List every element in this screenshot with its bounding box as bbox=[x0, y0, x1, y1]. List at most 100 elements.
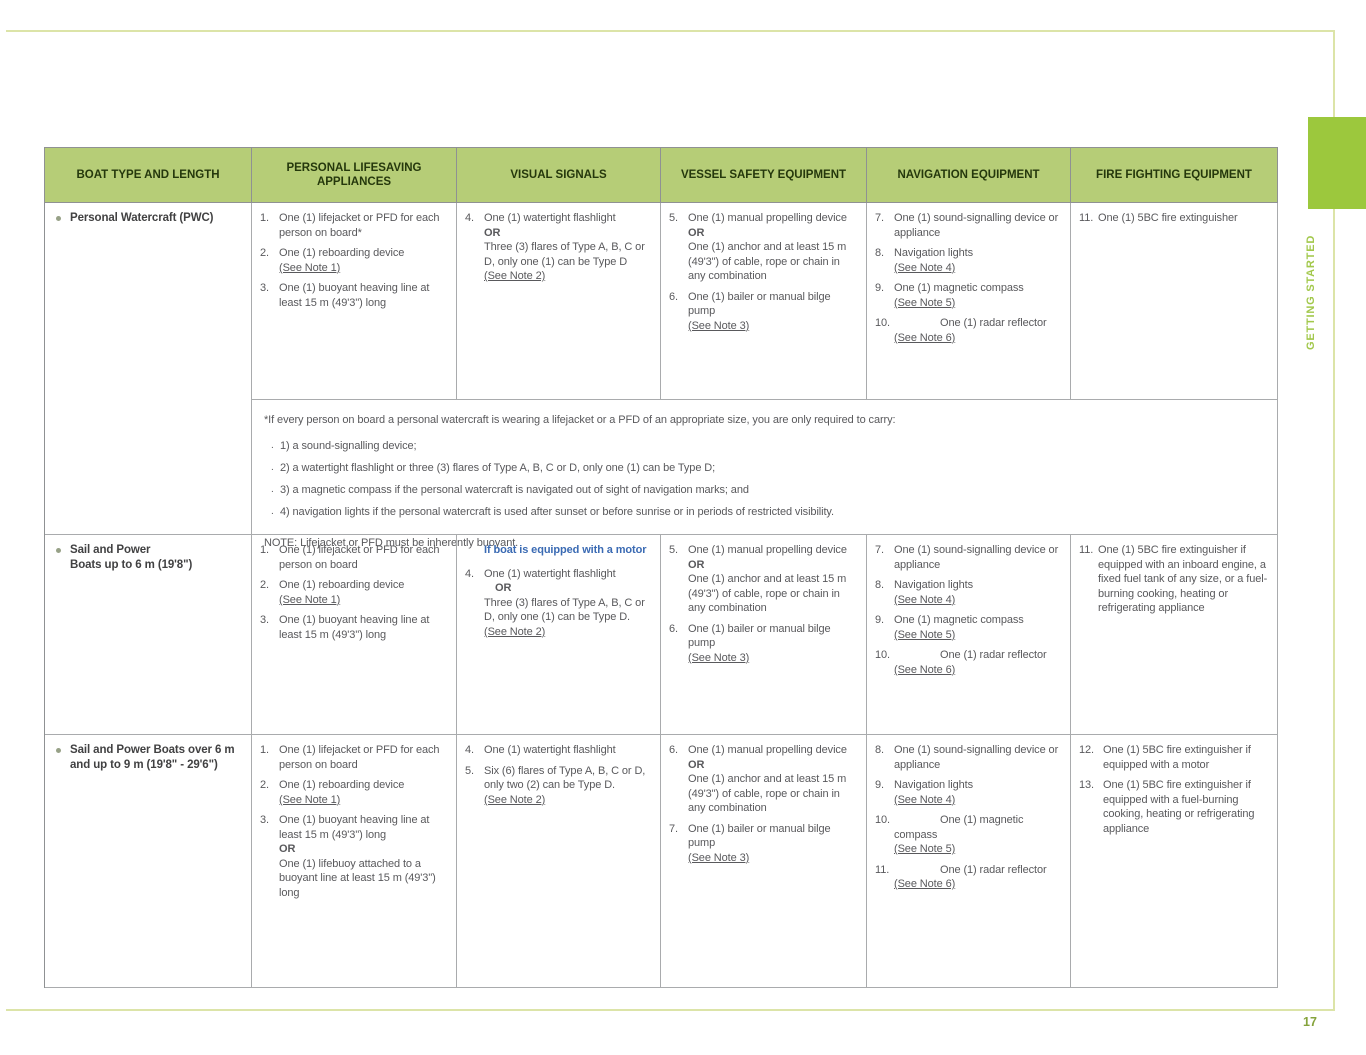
equipment-item: 6. One (1) bailer or manual bilge pump (Se… bbox=[669, 622, 860, 666]
text-line: One (1) bailer or manual bilge pump bbox=[688, 622, 831, 650]
bullet-icon bbox=[56, 748, 61, 753]
text-line: One (1) buoyant heaving line at least 15… bbox=[279, 614, 430, 641]
equipment-item: 2. One (1) reboarding device (See Note 1) bbox=[260, 778, 450, 807]
footnote-bullet-text: 3) a magnetic compass if the personal wa… bbox=[280, 484, 749, 496]
item-number: 7. bbox=[875, 212, 884, 224]
boat-type: Sail and Power Boats over 6 m and up to … bbox=[53, 743, 245, 773]
see-note-link[interactable]: (See Note 5) bbox=[894, 628, 956, 641]
column-header-fire-fighting: FIRE FIGHTING EQUIPMENT bbox=[1071, 148, 1278, 203]
item-number: 9. bbox=[875, 779, 884, 791]
footnote-bullet-marker: . bbox=[271, 462, 274, 473]
equipment-item: 7. One (1) bailer or manual bilge pump (Se… bbox=[669, 822, 860, 866]
text-line: One (1) 5BC fire extinguisher if equippe… bbox=[1103, 744, 1251, 771]
see-note-link[interactable]: (See Note 2) bbox=[484, 793, 546, 806]
see-note-link[interactable]: (See Note 1) bbox=[279, 793, 341, 806]
item-number: 8. bbox=[875, 247, 884, 259]
see-note-link[interactable]: (See Note 5) bbox=[894, 296, 956, 309]
equipment-item: 4. One (1) watertight flashlight OR Three (… bbox=[465, 211, 654, 284]
item-number: 10. bbox=[875, 814, 890, 826]
page-number: 17 bbox=[1303, 1015, 1317, 1029]
item-number: 12. bbox=[1079, 744, 1094, 756]
item-number: 1. bbox=[260, 544, 269, 556]
item-number bbox=[465, 543, 484, 561]
item-number: 5. bbox=[669, 212, 678, 224]
boat-type-label: Sail and Power Boats over 6 m and up to … bbox=[70, 744, 235, 771]
see-note-link[interactable]: (See Note 6) bbox=[894, 663, 956, 676]
text-line: OR bbox=[688, 558, 705, 571]
text-line: One (1) buoyant heaving line at least 15… bbox=[279, 282, 430, 309]
bullet-icon bbox=[56, 548, 61, 553]
footnote-bullet-text: 4) navigation lights if the personal wat… bbox=[280, 506, 834, 518]
item-number: 6. bbox=[669, 744, 678, 756]
footnote-bullet-marker: . bbox=[271, 484, 274, 495]
equipment-item: 4. One (1) watertight flashlight OR Three (… bbox=[465, 567, 654, 640]
item-number: 3. bbox=[260, 282, 269, 294]
bullet-icon bbox=[56, 216, 61, 221]
equipment-item: 10. One (1) radar reflector (See Note 6) bbox=[875, 316, 1064, 345]
item-number: 2. bbox=[260, 247, 269, 259]
see-note-link[interactable]: (See Note 4) bbox=[894, 593, 956, 606]
equipment-requirements-table: BOAT TYPE AND LENGTH PERSONAL LIFESAVING… bbox=[44, 147, 1278, 988]
equipment-item: 2. One (1) reboarding device (See Note 1) bbox=[260, 246, 450, 275]
see-note-link[interactable]: (See Note 6) bbox=[894, 878, 956, 890]
equipment-item: 5. Six (6) flares of Type A, B, C or D, o… bbox=[465, 764, 654, 808]
text-line: One (1) manual propelling device bbox=[688, 544, 847, 556]
text-line: Navigation lights bbox=[894, 779, 974, 791]
item-number: 8. bbox=[875, 579, 884, 591]
text-line: One (1) manual propelling device bbox=[688, 744, 847, 756]
item-number: 7. bbox=[875, 544, 884, 556]
see-note-link[interactable]: (See Note 2) bbox=[484, 270, 546, 282]
see-note-link[interactable]: (See Note 2) bbox=[484, 625, 546, 638]
see-note-link[interactable]: (See Note 1) bbox=[279, 261, 341, 274]
item-number: 5. bbox=[465, 764, 474, 777]
see-note-link[interactable]: (See Note 3) bbox=[688, 651, 750, 664]
see-note-link[interactable]: (See Note 5) bbox=[894, 843, 956, 855]
footnote-intro: *If every person on board a personal wat… bbox=[264, 414, 896, 426]
equipment-item: 9. Navigation lights (See Note 4) bbox=[875, 778, 1064, 807]
see-note-link[interactable]: (See Note 3) bbox=[688, 851, 750, 864]
footnote-bullet: . 2) a watertight flashlight or three (3)… bbox=[264, 457, 1265, 479]
footnote-bullet: . 1) a sound-signalling device; bbox=[264, 435, 1265, 457]
item-number: 6. bbox=[669, 290, 678, 303]
text-line: One (1) lifejacket or PFD for each perso… bbox=[279, 212, 440, 239]
item-number: 2. bbox=[260, 579, 269, 591]
equipment-item: 8. Navigation lights (See Note 4) bbox=[875, 246, 1064, 275]
see-note-link[interactable]: (See Note 1) bbox=[279, 593, 341, 606]
text-line: OR bbox=[279, 843, 296, 855]
see-note-link[interactable]: (See Note 4) bbox=[894, 793, 956, 806]
cell-pwc-lifesaving: 1. One (1) lifejacket or PFD for each per… bbox=[252, 203, 457, 400]
boat-type-label: Personal Watercraft (PWC) bbox=[70, 212, 214, 224]
item-number: 6. bbox=[669, 622, 678, 635]
text-line: One (1) radar reflector bbox=[940, 863, 1047, 876]
footnote-bullet-text: 2) a watertight flashlight or three (3) … bbox=[280, 462, 716, 474]
page-frame-top-line bbox=[6, 30, 1334, 32]
equipment-item: 10. One (1) magnetic compass (See Note 5) bbox=[875, 813, 1064, 857]
cell-pwc-vessel: 5. One (1) manual propelling device OR One … bbox=[661, 203, 867, 400]
text-line: One (1) anchor and at least 15 m (49'3")… bbox=[688, 241, 847, 282]
item-number: 4. bbox=[465, 567, 474, 580]
see-note-link[interactable]: (See Note 4) bbox=[894, 261, 956, 274]
item-number: 9. bbox=[875, 614, 884, 626]
item-number: 11. bbox=[1079, 544, 1094, 556]
column-header-boat-type: BOAT TYPE AND LENGTH bbox=[45, 148, 252, 203]
cell-sail9-visual: 4. One (1) watertight flashlight 5. Six (6)… bbox=[457, 735, 661, 988]
text-line: One (1) anchor and at least 15 m (49'3")… bbox=[688, 773, 847, 814]
text-line: One (1) sound-signalling device or appli… bbox=[894, 744, 1059, 771]
page-frame-bottom-line bbox=[6, 1009, 1334, 1011]
equipment-item: 13. One (1) 5BC fire extinguisher if equi… bbox=[1079, 778, 1271, 836]
see-note-link[interactable]: (See Note 6) bbox=[894, 331, 956, 344]
equipment-item: 1. One (1) lifejacket or PFD for each per… bbox=[260, 743, 450, 772]
equipment-item: 1. One (1) lifejacket or PFD for each per… bbox=[260, 543, 450, 572]
item-number: 10. bbox=[875, 317, 890, 329]
text-line: Three (3) flares of Type A, B, C or D, o… bbox=[484, 241, 645, 268]
item-number: 8. bbox=[875, 744, 884, 756]
item-number: 1. bbox=[260, 744, 269, 756]
cell-sail9-lifesaving: 1. One (1) lifejacket or PFD for each per… bbox=[252, 735, 457, 988]
item-number: 7. bbox=[669, 822, 678, 835]
footnote-bullet-text: 1) a sound-signalling device; bbox=[280, 440, 417, 452]
text-line: One (1) watertight flashlight bbox=[484, 212, 616, 224]
page-frame-right-line bbox=[1333, 30, 1335, 1011]
see-note-link[interactable]: (See Note 3) bbox=[688, 319, 750, 332]
note-bullets: . 1) a sound-signalling device;. 2) a wate… bbox=[264, 435, 1265, 523]
chapter-tab-square bbox=[1308, 117, 1366, 209]
